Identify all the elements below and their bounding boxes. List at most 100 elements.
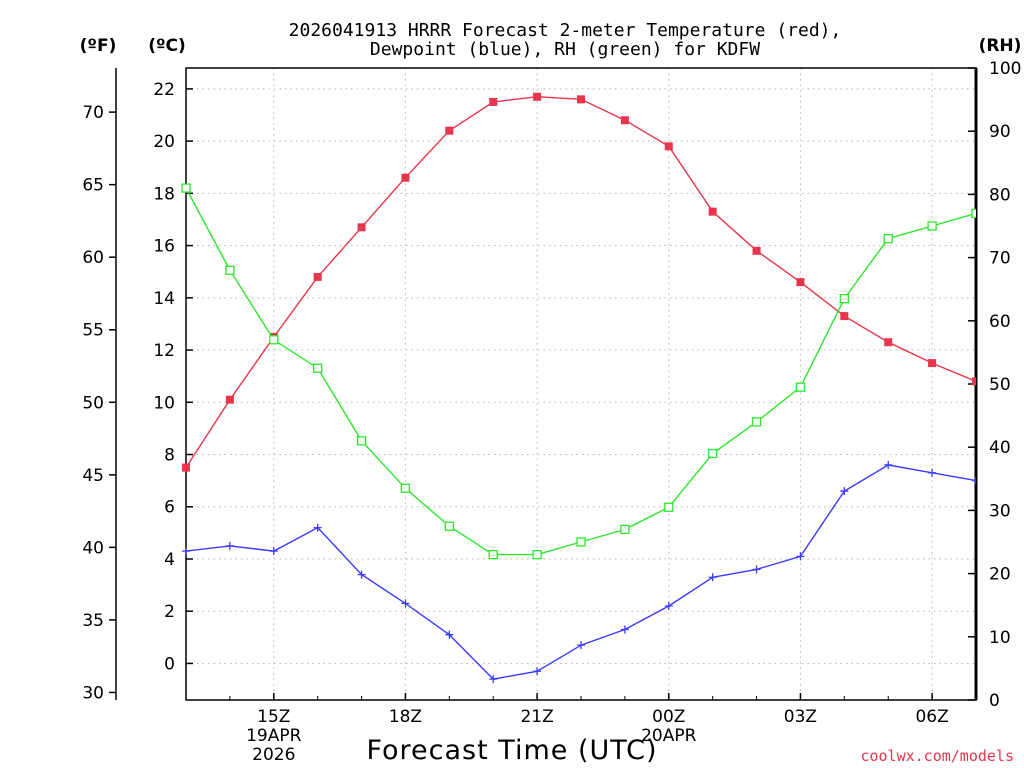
temperature-point — [533, 92, 542, 101]
dewpoint-point — [840, 487, 849, 496]
rh-tick-label: 90 — [989, 122, 1011, 142]
dewpoint-point — [752, 565, 761, 574]
x-tick-date-label: 19APR — [246, 726, 302, 746]
x-tick-label: 03Z — [784, 707, 817, 727]
credit-text: coolwx.com/models — [860, 747, 1014, 765]
dewpoint-point — [972, 476, 976, 485]
celsius-tick-label: 22 — [153, 80, 175, 100]
axes: 2220181614121086420706560555045403530100… — [82, 59, 1021, 765]
rh-tick-label: 30 — [989, 501, 1011, 521]
fahrenheit-tick-label: 55 — [82, 321, 104, 341]
rh-point — [751, 417, 762, 427]
series — [181, 92, 976, 684]
fahrenheit-tick-label: 30 — [82, 683, 104, 703]
dewpoint-point — [620, 625, 629, 634]
rh-tick-label: 20 — [989, 565, 1011, 585]
rh-point — [532, 549, 542, 560]
temperature-point — [445, 126, 454, 135]
temperature-point — [708, 207, 717, 216]
temperature-point — [182, 463, 190, 472]
dewpoint-point — [708, 573, 717, 582]
x-tick-year-label: 2026 — [252, 745, 295, 765]
rh-point — [620, 524, 630, 535]
celsius-unit-label: (ºC) — [148, 36, 186, 56]
plot-frame — [185, 67, 977, 701]
rh-point — [488, 549, 498, 560]
celsius-tick-label: 2 — [164, 602, 175, 622]
rh-point — [181, 183, 191, 193]
rh-point — [839, 294, 849, 304]
dewpoint-point — [533, 667, 542, 676]
dewpoint-point — [401, 599, 410, 608]
temperature-point — [313, 272, 322, 281]
fahrenheit-tick-label: 45 — [82, 466, 104, 486]
temperature-point — [225, 395, 234, 404]
rh-point — [971, 208, 976, 219]
dewpoint-point — [225, 541, 234, 550]
dewpoint-point — [489, 675, 498, 684]
rh-line — [185, 187, 976, 556]
temperature-point — [401, 173, 410, 182]
fahrenheit-tick-label: 50 — [82, 393, 104, 413]
dewpoint-point — [182, 547, 190, 556]
x-tick-label: 00Z — [652, 707, 685, 727]
rh-tick-label: 50 — [989, 375, 1011, 395]
dewpoint-point — [445, 630, 454, 639]
temperature-point — [664, 142, 673, 151]
rh-tick-label: 10 — [989, 628, 1011, 648]
rh-point — [313, 363, 323, 373]
celsius-tick-label: 12 — [153, 341, 175, 361]
rh-tick-label: 40 — [989, 438, 1011, 458]
x-tick-label: 18Z — [389, 707, 422, 727]
rh-point — [576, 537, 586, 547]
dewpoint-point — [664, 601, 673, 610]
celsius-tick-label: 10 — [153, 393, 175, 413]
fahrenheit-tick-label: 35 — [82, 611, 104, 631]
temperature-point — [884, 338, 893, 347]
x-axis-label: Forecast Time (UTC) — [366, 735, 657, 766]
dewpoint-point — [269, 547, 278, 556]
rh-tick-label: 70 — [989, 249, 1011, 269]
x-tick-label: 21Z — [520, 707, 553, 727]
dewpoint-point — [357, 570, 366, 579]
dewpoint-point — [884, 460, 893, 469]
x-tick-label: 15Z — [257, 707, 290, 727]
fahrenheit-tick-label: 40 — [82, 538, 104, 558]
rh-tick-label: 100 — [989, 59, 1021, 79]
grid — [186, 68, 976, 700]
dewpoint-point — [313, 523, 322, 532]
celsius-tick-label: 0 — [164, 654, 175, 674]
celsius-tick-label: 4 — [164, 550, 175, 570]
fahrenheit-tick-label: 60 — [82, 248, 104, 268]
celsius-tick-label: 8 — [164, 446, 175, 466]
rh-point — [225, 265, 235, 275]
rh-point — [708, 448, 718, 459]
temperature-point — [357, 223, 366, 232]
temperature-point — [972, 377, 976, 386]
rh-tick-label: 60 — [989, 312, 1011, 332]
celsius-tick-label: 14 — [153, 289, 175, 309]
rh-unit-label: (RH) — [979, 36, 1022, 56]
x-tick-label: 06Z — [915, 707, 948, 727]
dewpoint-point — [928, 468, 937, 477]
rh-point — [664, 502, 674, 512]
temperature-line — [185, 95, 976, 468]
celsius-tick-label: 6 — [164, 498, 175, 518]
rh-tick-label: 80 — [989, 185, 1011, 205]
rh-point — [795, 382, 806, 392]
fahrenheit-unit-label: (ºF) — [80, 36, 117, 56]
rh-point — [269, 335, 279, 345]
rh-point — [356, 436, 367, 446]
dewpoint-point — [796, 552, 805, 561]
celsius-tick-label: 18 — [153, 184, 175, 204]
rh-point — [444, 521, 454, 531]
rh-point — [400, 483, 411, 493]
chart-title-line1: 2026041913 HRRR Forecast 2-meter Tempera… — [289, 20, 842, 41]
celsius-tick-label: 16 — [153, 237, 175, 257]
rh-point — [927, 221, 937, 231]
chart-title-line2: Dewpoint (blue), RH (green) for KDFW — [370, 39, 760, 60]
rh-point — [883, 233, 893, 244]
temperature-point — [928, 359, 937, 368]
temperature-point — [620, 116, 629, 125]
